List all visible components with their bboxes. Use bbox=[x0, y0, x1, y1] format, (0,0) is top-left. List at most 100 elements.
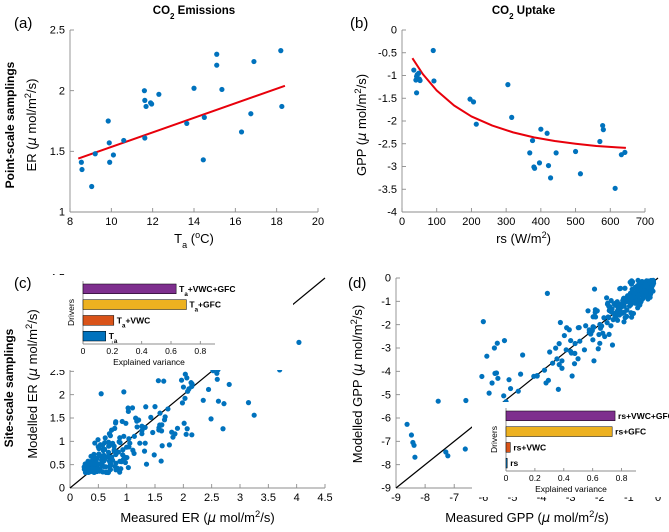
data-point bbox=[571, 361, 578, 367]
data-point bbox=[158, 428, 165, 434]
data-point bbox=[214, 62, 220, 68]
data-point bbox=[117, 469, 123, 475]
data-point bbox=[100, 446, 107, 452]
data-point bbox=[588, 331, 594, 337]
data-point bbox=[569, 373, 575, 379]
x-tick-label: 16 bbox=[229, 216, 241, 228]
data-point bbox=[105, 118, 111, 124]
data-point bbox=[625, 298, 631, 304]
x-tick-label: 500 bbox=[566, 216, 584, 228]
data-point bbox=[606, 315, 612, 321]
data-point bbox=[251, 58, 257, 65]
data-point bbox=[79, 166, 85, 173]
data-point bbox=[166, 442, 172, 448]
data-point bbox=[155, 378, 161, 384]
panel-letter: (d) bbox=[348, 275, 366, 292]
scatter-points bbox=[404, 277, 657, 460]
inset-x-tick-label: 0 bbox=[81, 346, 86, 356]
data-point bbox=[165, 406, 171, 412]
data-point bbox=[159, 443, 165, 449]
data-point bbox=[408, 432, 415, 438]
data-point bbox=[597, 325, 604, 331]
data-point bbox=[545, 162, 552, 169]
data-point bbox=[650, 278, 657, 285]
y-tick-label: -1.5 bbox=[378, 93, 397, 105]
panel-letter: (c) bbox=[14, 275, 32, 292]
data-point bbox=[597, 138, 603, 145]
data-point bbox=[625, 293, 631, 299]
data-point bbox=[185, 388, 191, 394]
inset-bar bbox=[505, 457, 508, 469]
data-point bbox=[92, 440, 98, 446]
inset-bar-label: rs+VWC+GFC bbox=[618, 411, 669, 421]
data-point bbox=[479, 373, 485, 380]
inset-bar-label: rs+VWC bbox=[513, 442, 546, 452]
inset-x-tick-label: 0.6 bbox=[165, 346, 177, 356]
y-tick-label: -9 bbox=[381, 483, 391, 495]
data-point bbox=[491, 345, 497, 351]
data-point bbox=[129, 405, 136, 411]
y-tick-label: 0 bbox=[385, 273, 391, 285]
data-point bbox=[532, 165, 538, 171]
panel-a: CO2 Emissions (a) Point-scale samplings 8 10… bbox=[0, 0, 340, 266]
inset-bar bbox=[505, 442, 511, 453]
scatter-points bbox=[411, 47, 628, 191]
data-point bbox=[462, 446, 468, 452]
axis-title: Modelled ER (μ mol/m2/s) bbox=[24, 309, 41, 458]
x-tick-label: -5 bbox=[508, 492, 518, 504]
data-point bbox=[113, 451, 119, 458]
inset-y-axis-title: Drivers bbox=[489, 426, 499, 453]
regression-line bbox=[77, 84, 286, 160]
data-point bbox=[595, 346, 601, 352]
data-point bbox=[431, 78, 437, 84]
inset-bar-label: rs bbox=[510, 458, 518, 468]
data-point bbox=[536, 160, 543, 166]
x-tick-label: 2 bbox=[180, 492, 186, 504]
y-tick-label: 0 bbox=[391, 25, 397, 37]
data-point bbox=[120, 452, 126, 458]
x-axis-title: Ta (oC) bbox=[174, 230, 214, 250]
data-point bbox=[585, 308, 591, 314]
axes: 0 100 200 300 400 500 600 700 -4 -3.5 -3 -2.5 -2 -1.5… bbox=[378, 25, 654, 228]
data-point bbox=[553, 345, 559, 351]
data-point bbox=[577, 171, 584, 177]
data-point bbox=[219, 86, 225, 93]
data-point bbox=[413, 90, 420, 96]
inset-x-tick-label: 0 bbox=[504, 473, 509, 483]
data-point bbox=[517, 371, 524, 377]
x-tick-label: 200 bbox=[462, 216, 480, 228]
scatter-points bbox=[78, 48, 285, 190]
data-point bbox=[621, 309, 627, 315]
data-point bbox=[142, 97, 148, 103]
x-tick-label: 12 bbox=[147, 216, 159, 228]
data-point bbox=[417, 77, 423, 84]
scatter-points bbox=[81, 287, 302, 476]
data-point bbox=[98, 391, 104, 397]
data-point bbox=[473, 121, 479, 127]
regression-line bbox=[411, 57, 626, 149]
y-tick-label: -5 bbox=[381, 389, 391, 401]
data-point bbox=[411, 67, 417, 73]
data-point bbox=[113, 419, 119, 425]
data-point bbox=[596, 331, 602, 338]
x-tick-label: 1 bbox=[124, 492, 130, 504]
data-point bbox=[604, 295, 610, 301]
data-point bbox=[544, 130, 550, 136]
data-point bbox=[480, 319, 486, 325]
data-point bbox=[559, 365, 565, 371]
data-point bbox=[564, 325, 570, 331]
data-point bbox=[484, 353, 490, 359]
data-point bbox=[111, 447, 117, 453]
data-point bbox=[622, 285, 628, 291]
x-tick-label: -6 bbox=[478, 492, 488, 504]
data-point bbox=[125, 464, 131, 471]
data-point bbox=[515, 388, 521, 394]
data-point bbox=[597, 340, 603, 346]
data-point bbox=[238, 129, 245, 135]
data-point bbox=[412, 454, 418, 460]
inset-x-axis-title: Explained variance bbox=[535, 484, 607, 494]
data-point bbox=[637, 302, 643, 308]
data-point bbox=[541, 367, 548, 373]
x-tick-label: 14 bbox=[188, 216, 200, 228]
data-point bbox=[621, 319, 627, 325]
